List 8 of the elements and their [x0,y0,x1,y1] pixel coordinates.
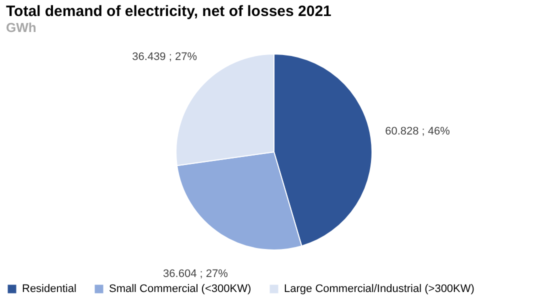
legend-label: Large Commercial/Industrial (>300KW) [284,283,474,295]
data-label: 36.604 ; 27% [163,268,228,280]
chart-subtitle: GWh [6,20,36,35]
legend-label: Small Commercial (<300KW) [109,283,252,295]
chart-title: Total demand of electricity, net of losses 2021 [6,3,332,20]
legend-label: Residential [22,283,76,295]
data-label: 60.828 ; 46% [385,125,450,138]
data-label: 36.439 ; 27% [132,50,198,63]
